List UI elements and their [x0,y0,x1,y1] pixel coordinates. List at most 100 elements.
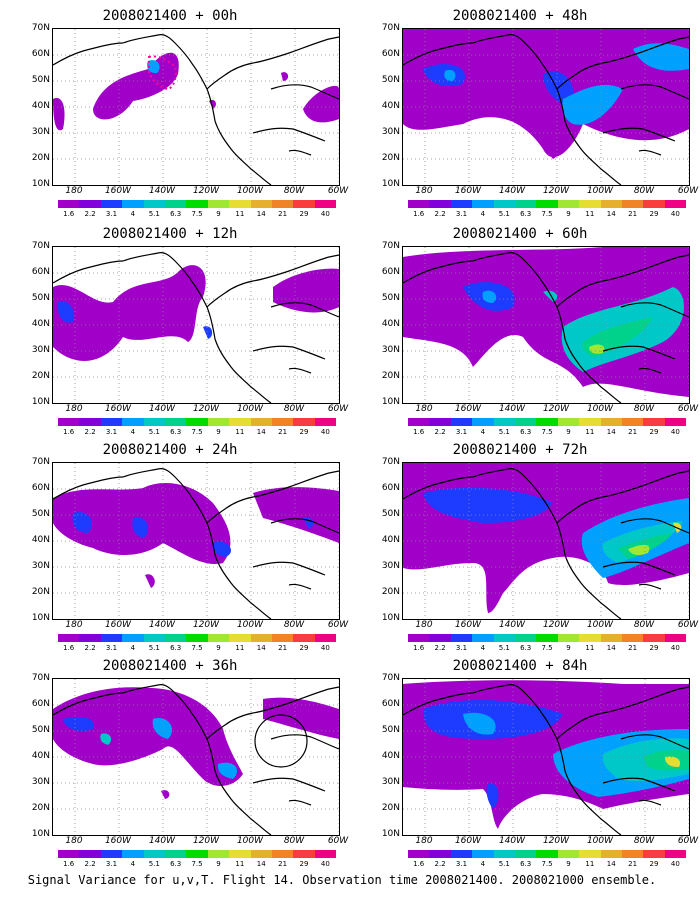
colorbar-label: 2.2 [84,860,96,868]
colorbar-segment [536,634,558,642]
map-area [52,678,340,836]
variance-contour [203,326,213,339]
colorbar-label: 6.3 [520,860,532,868]
map-panel-00h: 2008021400 + 00h 70N 60N 50N 40N 30N 20N 10N 180… [20,8,360,226]
variance-contour [53,687,243,786]
variance-contour [486,783,499,809]
map-panel-60h: 2008021400 + 60h 70N 60N 50N 40N 30N 20N 10N 180… [370,226,700,444]
colorbar-label: 11 [585,210,595,218]
map-panel-72h: 2008021400 + 72h 70N 60N 50N 40N 30N 20N 10N 180… [370,442,700,660]
colorbar-segment [143,200,165,208]
colorbar-segment [293,634,315,642]
map-panel-12h: 2008021400 + 12h 70N 60N 50N 40N 30N 20N 10N 180… [20,226,360,444]
colorbar-segment [250,634,272,642]
lat-label: 30N [31,345,50,355]
colorbar-segment [314,634,337,642]
colorbar-segment [472,850,494,858]
lon-label: 160W [454,186,482,196]
colorbar-label: 11 [235,210,245,218]
map-svg [53,29,339,185]
colorbar-label: 29 [649,428,659,436]
colorbar-segment [643,200,665,208]
lat-label: 40N [381,751,400,761]
colorbar-label: 14 [606,210,616,218]
coastline [53,252,339,403]
lat-label: 70N [31,241,50,251]
colorbar-label: 1.6 [63,210,75,218]
colorbar [408,634,687,642]
map-svg [53,463,339,619]
colorbar-segment [122,634,144,642]
colorbar-segment [450,200,473,208]
colorbar-segment [122,418,144,426]
variance-contour [463,712,496,735]
lon-label: 120W [542,836,570,846]
colorbar-segment [664,634,687,642]
lon-label: 60W [327,404,349,414]
lat-label: 20N [31,587,50,597]
colorbar-segment [207,418,230,426]
lat-label: 70N [381,241,400,251]
lon-label: 180 [65,620,83,630]
lon-label: 80W [633,620,655,630]
colorbar-segment [271,418,294,426]
lon-label: 80W [633,836,655,846]
lon-label: 140W [498,404,526,414]
variance-contour [100,733,112,745]
lon-label: 160W [454,404,482,414]
colorbar-label: 3.1 [105,210,118,218]
variance-contour [444,69,456,81]
colorbar-label: 1.6 [413,644,425,652]
colorbar-label: 4 [130,428,136,436]
colorbar-label: 14 [256,644,266,652]
panel-title: 2008021400 + 60h [452,226,588,242]
colorbar-segment [58,850,80,858]
colorbar-segment [408,634,430,642]
colorbar-label: 9 [566,644,571,652]
figure-caption: Signal Variance for u,v,T. Flight 14. Ob… [27,873,657,887]
colorbar-label: 7.5 [191,210,203,218]
colorbar-label: 2.2 [434,644,446,652]
lon-label: 100W [236,620,264,630]
colorbar-label: 4 [480,644,486,652]
lon-label: 60W [677,186,699,196]
colorbar-label: 7.5 [191,644,203,652]
colorbar-segment [557,634,580,642]
colorbar-segment [493,418,515,426]
variance-contour [628,544,650,556]
lat-label: 10N [31,397,50,407]
colorbar-segment [186,634,208,642]
colorbar-label: 29 [299,644,309,652]
variance-contour [423,64,465,86]
variance-contour [217,762,238,779]
colorbar [408,200,687,208]
lon-label: 120W [542,620,570,630]
lat-label: 10N [381,829,400,839]
lon-label: 60W [327,836,349,846]
lon-label: 120W [542,404,570,414]
colorbar-segment [164,634,187,642]
colorbar-segment [314,200,337,208]
lat-label: 70N [381,23,400,33]
colorbar [58,418,337,426]
lon-label: 60W [677,404,699,414]
colorbar-label: 4 [130,644,136,652]
lat-label: 60N [381,49,400,59]
lat-label: 50N [381,293,400,303]
panel-title: 2008021400 + 00h [102,8,238,24]
colorbar-label: 21 [628,644,638,652]
panel-title: 2008021400 + 36h [102,658,238,674]
lat-label: 40N [31,751,50,761]
colorbar-label: 9 [216,210,221,218]
colorbar [58,200,337,208]
colorbar-label: 5.1 [148,644,160,652]
lon-label: 100W [586,186,614,196]
lat-label: 50N [381,75,400,85]
coastline [403,684,689,835]
colorbar-label: 40 [320,644,330,652]
lon-label: 60W [677,836,699,846]
colorbar-segment [429,850,451,858]
colorbar-segment [472,634,494,642]
colorbar-segment [408,418,430,426]
lat-label: 60N [381,483,400,493]
